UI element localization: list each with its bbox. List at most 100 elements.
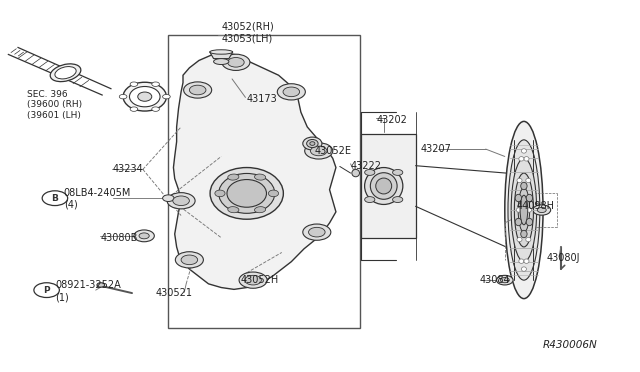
Ellipse shape bbox=[517, 237, 522, 242]
Ellipse shape bbox=[210, 50, 233, 54]
Circle shape bbox=[139, 233, 149, 239]
Circle shape bbox=[392, 197, 403, 202]
Ellipse shape bbox=[517, 178, 522, 183]
Ellipse shape bbox=[516, 208, 522, 212]
Ellipse shape bbox=[527, 208, 532, 212]
Circle shape bbox=[152, 82, 159, 86]
Ellipse shape bbox=[219, 173, 275, 213]
Text: 43173: 43173 bbox=[246, 94, 278, 104]
Text: 08921-3252A
(1): 08921-3252A (1) bbox=[56, 280, 122, 302]
Ellipse shape bbox=[310, 142, 315, 145]
Ellipse shape bbox=[526, 218, 532, 226]
Ellipse shape bbox=[520, 195, 528, 225]
Circle shape bbox=[500, 278, 509, 283]
Circle shape bbox=[184, 82, 212, 98]
Ellipse shape bbox=[255, 174, 266, 180]
Circle shape bbox=[533, 205, 550, 215]
Text: B: B bbox=[51, 194, 58, 203]
Ellipse shape bbox=[505, 121, 543, 299]
Ellipse shape bbox=[214, 59, 229, 64]
Ellipse shape bbox=[515, 218, 522, 226]
Text: 430521: 430521 bbox=[156, 288, 193, 298]
Text: 08LB4-2405M
(4): 08LB4-2405M (4) bbox=[64, 188, 131, 210]
Ellipse shape bbox=[303, 137, 322, 150]
Ellipse shape bbox=[521, 230, 527, 238]
Ellipse shape bbox=[519, 259, 524, 263]
Ellipse shape bbox=[307, 140, 318, 148]
Text: 43234: 43234 bbox=[113, 164, 143, 174]
Ellipse shape bbox=[371, 173, 397, 199]
Text: 43052(RH)
43053(LH): 43052(RH) 43053(LH) bbox=[221, 22, 274, 44]
Circle shape bbox=[189, 85, 206, 95]
Circle shape bbox=[365, 170, 375, 175]
Circle shape bbox=[228, 58, 244, 67]
Circle shape bbox=[538, 208, 546, 212]
Text: 43080B: 43080B bbox=[100, 233, 138, 243]
Circle shape bbox=[130, 107, 138, 111]
Circle shape bbox=[283, 87, 300, 97]
Circle shape bbox=[222, 54, 250, 70]
Ellipse shape bbox=[215, 190, 225, 197]
Ellipse shape bbox=[526, 178, 531, 183]
Circle shape bbox=[305, 143, 333, 159]
Ellipse shape bbox=[521, 182, 527, 190]
Circle shape bbox=[134, 230, 154, 242]
Bar bbox=[168, 35, 360, 328]
Circle shape bbox=[245, 275, 261, 285]
Circle shape bbox=[163, 195, 174, 202]
Circle shape bbox=[175, 252, 204, 268]
Circle shape bbox=[310, 146, 327, 156]
Ellipse shape bbox=[129, 87, 160, 107]
Ellipse shape bbox=[515, 194, 522, 202]
Text: R430006N: R430006N bbox=[543, 340, 597, 350]
Ellipse shape bbox=[518, 188, 530, 232]
Text: 44098H: 44098H bbox=[516, 201, 554, 211]
Text: P: P bbox=[44, 286, 50, 295]
Circle shape bbox=[173, 196, 189, 206]
Circle shape bbox=[181, 255, 198, 264]
Text: 43052H: 43052H bbox=[241, 275, 279, 285]
Circle shape bbox=[497, 275, 513, 285]
Circle shape bbox=[239, 272, 267, 288]
Circle shape bbox=[97, 283, 104, 287]
Polygon shape bbox=[173, 53, 336, 289]
Circle shape bbox=[392, 170, 403, 175]
Ellipse shape bbox=[376, 178, 392, 194]
Ellipse shape bbox=[50, 64, 81, 81]
Ellipse shape bbox=[55, 67, 76, 79]
Text: 43084: 43084 bbox=[479, 275, 510, 285]
Ellipse shape bbox=[508, 140, 540, 280]
Ellipse shape bbox=[515, 173, 534, 247]
Ellipse shape bbox=[228, 206, 239, 213]
Ellipse shape bbox=[268, 190, 278, 197]
Ellipse shape bbox=[524, 259, 529, 263]
Text: 43207: 43207 bbox=[420, 144, 452, 154]
Circle shape bbox=[42, 191, 68, 206]
Text: 43222: 43222 bbox=[351, 161, 381, 171]
Ellipse shape bbox=[255, 206, 266, 213]
Ellipse shape bbox=[228, 174, 239, 180]
Text: 43080J: 43080J bbox=[546, 253, 580, 263]
Ellipse shape bbox=[511, 158, 537, 262]
Ellipse shape bbox=[123, 82, 166, 111]
Ellipse shape bbox=[524, 157, 529, 161]
Polygon shape bbox=[210, 52, 233, 59]
Text: 43052E: 43052E bbox=[315, 146, 352, 156]
Ellipse shape bbox=[519, 157, 524, 161]
Circle shape bbox=[34, 283, 60, 298]
Ellipse shape bbox=[365, 167, 403, 205]
Circle shape bbox=[303, 224, 331, 240]
Circle shape bbox=[119, 94, 127, 99]
Circle shape bbox=[277, 84, 305, 100]
Text: SEC. 396
(39600 (RH)
(39601 (LH): SEC. 396 (39600 (RH) (39601 (LH) bbox=[27, 90, 82, 120]
Ellipse shape bbox=[210, 167, 284, 219]
Ellipse shape bbox=[526, 237, 531, 242]
Circle shape bbox=[308, 227, 325, 237]
Ellipse shape bbox=[526, 194, 532, 202]
Circle shape bbox=[152, 107, 159, 111]
Ellipse shape bbox=[522, 149, 527, 153]
Bar bbox=[362, 134, 415, 238]
Circle shape bbox=[167, 193, 195, 209]
Ellipse shape bbox=[522, 267, 527, 271]
Circle shape bbox=[130, 82, 138, 86]
